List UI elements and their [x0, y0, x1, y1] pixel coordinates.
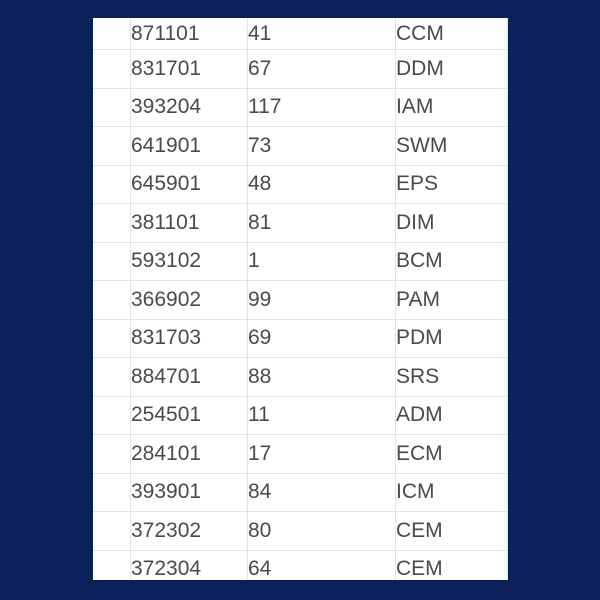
row-selector-cell[interactable]	[93, 511, 131, 551]
row-selector-cell[interactable]	[93, 396, 131, 435]
table-row[interactable]: 641901 73 SWM	[93, 126, 508, 166]
abbreviation-cell[interactable]: ADM	[395, 396, 508, 435]
code-cell[interactable]: 393204	[130, 88, 248, 127]
data-grid: 871101 41 CCM 831701 67 DDM 393204 117 IAM 641901…	[93, 18, 508, 580]
abbreviation-cell[interactable]: DDM	[395, 49, 508, 89]
code-cell[interactable]: 645901	[130, 165, 248, 204]
table-row[interactable]: 372302 80 CEM	[93, 511, 508, 551]
code-cell[interactable]: 393901	[130, 473, 248, 512]
abbreviation-cell[interactable]: EPS	[395, 165, 508, 204]
code-cell[interactable]: 381101	[130, 203, 248, 243]
abbreviation-cell[interactable]: PAM	[395, 280, 508, 320]
count-cell[interactable]: 73	[247, 126, 396, 166]
abbreviation-cell[interactable]: CEM	[395, 511, 508, 551]
count-cell[interactable]: 81	[247, 203, 396, 243]
abbreviation-cell[interactable]: CEM	[395, 550, 508, 580]
row-selector-cell[interactable]	[93, 357, 131, 397]
abbreviation-cell[interactable]: BCM	[395, 242, 508, 281]
row-selector-cell[interactable]	[93, 473, 131, 512]
row-selector-cell[interactable]	[93, 126, 131, 166]
count-cell[interactable]: 88	[247, 357, 396, 397]
table-row[interactable]: 593102 1 BCM	[93, 242, 508, 281]
abbreviation-cell[interactable]: IAM	[395, 88, 508, 127]
data-grid-panel: 871101 41 CCM 831701 67 DDM 393204 117 IAM 641901…	[93, 18, 508, 580]
code-cell[interactable]: 372304	[130, 550, 248, 580]
count-cell[interactable]: 41	[247, 18, 396, 50]
code-cell[interactable]: 884701	[130, 357, 248, 397]
count-cell[interactable]: 17	[247, 434, 396, 474]
code-cell[interactable]: 831701	[130, 49, 248, 89]
data-grid-body: 871101 41 CCM 831701 67 DDM 393204 117 IAM 641901…	[93, 18, 508, 580]
row-selector-cell[interactable]	[93, 18, 131, 50]
row-selector-cell[interactable]	[93, 434, 131, 474]
abbreviation-cell[interactable]: ECM	[395, 434, 508, 474]
table-row[interactable]: 831701 67 DDM	[93, 49, 508, 89]
row-selector-cell[interactable]	[93, 319, 131, 358]
table-row[interactable]: 254501 11 ADM	[93, 396, 508, 435]
table-row[interactable]: 284101 17 ECM	[93, 434, 508, 474]
code-cell[interactable]: 593102	[130, 242, 248, 281]
abbreviation-cell[interactable]: CCM	[395, 18, 508, 50]
count-cell[interactable]: 69	[247, 319, 396, 358]
count-cell[interactable]: 84	[247, 473, 396, 512]
code-cell[interactable]: 871101	[130, 18, 248, 50]
code-cell[interactable]: 641901	[130, 126, 248, 166]
count-cell[interactable]: 99	[247, 280, 396, 320]
row-selector-cell[interactable]	[93, 203, 131, 243]
table-row[interactable]: 381101 81 DIM	[93, 203, 508, 243]
table-row[interactable]: 372304 64 CEM	[93, 550, 508, 580]
count-cell[interactable]: 117	[247, 88, 396, 127]
abbreviation-cell[interactable]: ICM	[395, 473, 508, 512]
table-row[interactable]: 831703 69 PDM	[93, 319, 508, 358]
table-row[interactable]: 645901 48 EPS	[93, 165, 508, 204]
table-row[interactable]: 884701 88 SRS	[93, 357, 508, 397]
row-selector-cell[interactable]	[93, 242, 131, 281]
row-selector-cell[interactable]	[93, 165, 131, 204]
table-row[interactable]: 366902 99 PAM	[93, 280, 508, 320]
row-selector-cell[interactable]	[93, 49, 131, 89]
table-row[interactable]: 871101 41 CCM	[93, 18, 508, 50]
count-cell[interactable]: 11	[247, 396, 396, 435]
abbreviation-cell[interactable]: DIM	[395, 203, 508, 243]
count-cell[interactable]: 64	[247, 550, 396, 580]
code-cell[interactable]: 254501	[130, 396, 248, 435]
count-cell[interactable]: 48	[247, 165, 396, 204]
code-cell[interactable]: 831703	[130, 319, 248, 358]
abbreviation-cell[interactable]: SRS	[395, 357, 508, 397]
count-cell[interactable]: 1	[247, 242, 396, 281]
code-cell[interactable]: 284101	[130, 434, 248, 474]
count-cell[interactable]: 67	[247, 49, 396, 89]
table-row[interactable]: 393204 117 IAM	[93, 88, 508, 127]
code-cell[interactable]: 366902	[130, 280, 248, 320]
row-selector-cell[interactable]	[93, 550, 131, 580]
code-cell[interactable]: 372302	[130, 511, 248, 551]
count-cell[interactable]: 80	[247, 511, 396, 551]
row-selector-cell[interactable]	[93, 280, 131, 320]
abbreviation-cell[interactable]: SWM	[395, 126, 508, 166]
abbreviation-cell[interactable]: PDM	[395, 319, 508, 358]
table-row[interactable]: 393901 84 ICM	[93, 473, 508, 512]
row-selector-cell[interactable]	[93, 88, 131, 127]
